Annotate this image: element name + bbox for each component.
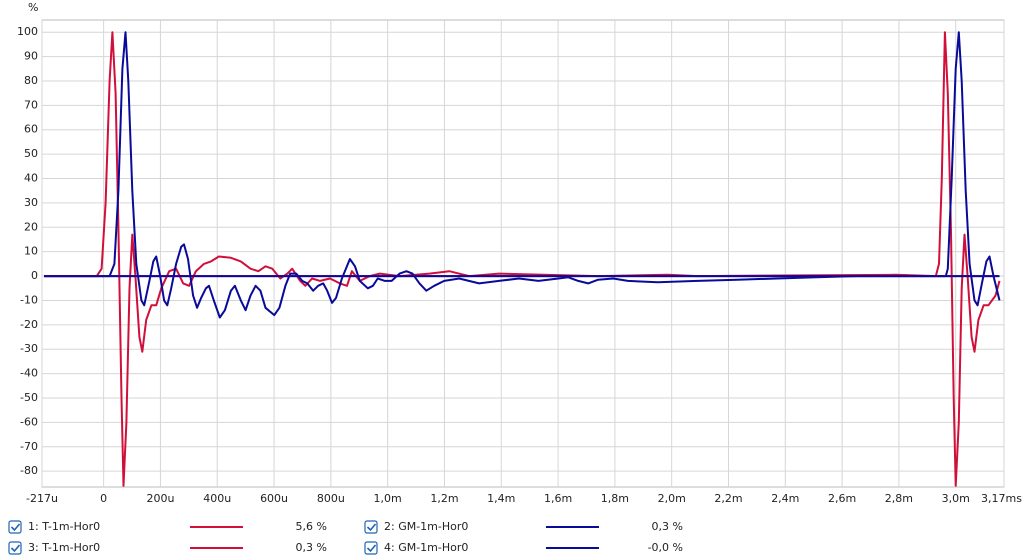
x-tick-label: 1,8m [601, 492, 629, 505]
x-tick-label: 1,2m [430, 492, 458, 505]
checkbox-check[interactable] [366, 544, 377, 553]
checkbox-check[interactable] [366, 523, 377, 532]
legend-readout: 0,3 % [652, 520, 683, 533]
series-line [44, 31, 1001, 487]
y-tick-label: 60 [24, 123, 38, 136]
y-tick-label: 0 [31, 269, 38, 282]
y-tick-label: -50 [20, 391, 38, 404]
y-tick-label: -40 [20, 367, 38, 380]
y-tick-label: -80 [20, 464, 38, 477]
x-tick-label: 3,0m [942, 492, 970, 505]
y-tick-label: 70 [24, 98, 38, 111]
legend-label: 3: T-1m-Hor0 [28, 541, 100, 554]
series-line [44, 31, 1001, 319]
checkbox-check[interactable] [10, 544, 21, 553]
checkbox[interactable] [364, 520, 378, 534]
y-tick-label: -60 [20, 415, 38, 428]
legend-label: 1: T-1m-Hor0 [28, 520, 100, 533]
x-tick-label: 400u [203, 492, 231, 505]
legend-readout: 5,6 % [296, 520, 327, 533]
y-tick-label: 10 [24, 245, 38, 258]
x-tick-label: 2,8m [885, 492, 913, 505]
y-tick-label: 80 [24, 74, 38, 87]
y-axis-label: % [28, 1, 38, 14]
legend-readout: -0,0 % [648, 541, 683, 554]
y-tick-label: 90 [24, 50, 38, 63]
y-tick-label: -20 [20, 318, 38, 331]
legend-readout: 0,3 % [296, 541, 327, 554]
x-tick-label: 800u [317, 492, 345, 505]
x-tick-label: 1,4m [487, 492, 515, 505]
y-tick-label: 50 [24, 147, 38, 160]
y-tick-label: 30 [24, 196, 38, 209]
legend-label: 2: GM-1m-Hor0 [384, 520, 468, 533]
x-tick-label: 2,4m [771, 492, 799, 505]
plot-area [41, 19, 1005, 488]
checkbox[interactable] [8, 541, 22, 555]
x-tick-label: 2,0m [658, 492, 686, 505]
y-tick-label: -10 [20, 293, 38, 306]
y-tick-label: 40 [24, 172, 38, 185]
x-tick-label: 1,6m [544, 492, 572, 505]
checkbox-check[interactable] [10, 523, 21, 532]
checkbox[interactable] [364, 541, 378, 555]
checkbox[interactable] [8, 520, 22, 534]
x-tick-label: 1,0m [374, 492, 402, 505]
legend-label: 4: GM-1m-Hor0 [384, 541, 468, 554]
x-tick-label: 200u [146, 492, 174, 505]
x-tick-label: -217u [26, 492, 58, 505]
x-tick-label: 2,2m [714, 492, 742, 505]
x-tick-label: 0 [100, 492, 107, 505]
x-tick-label: 3,17ms [981, 492, 1022, 505]
y-tick-label: 100 [17, 25, 38, 38]
y-tick-label: -70 [20, 440, 38, 453]
x-tick-label: 600u [260, 492, 288, 505]
y-tick-label: -30 [20, 342, 38, 355]
y-tick-label: 20 [24, 220, 38, 233]
x-tick-label: 2,6m [828, 492, 856, 505]
